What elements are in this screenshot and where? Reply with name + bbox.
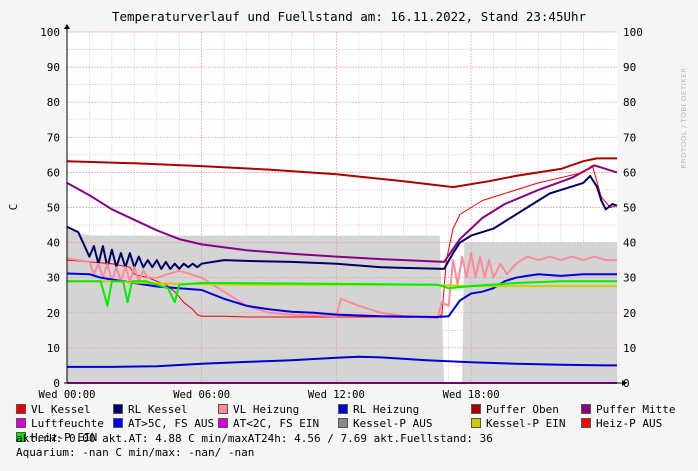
legend-swatch	[218, 418, 228, 428]
legend-swatch	[581, 404, 591, 414]
legend-label: Puffer Mitte	[596, 403, 676, 416]
y-tick-label-right: 100	[623, 26, 643, 39]
legend-item: Luftfeuchte	[16, 417, 104, 431]
y-axis-label: C	[7, 204, 20, 211]
y-tick-label-right: 10	[623, 342, 636, 355]
y-tick-label: 20	[47, 307, 60, 320]
legend-label: Kessel-P AUS	[353, 417, 433, 430]
x-tick-label: Wed 18:00	[443, 389, 500, 401]
y-tick-label-right: 0	[623, 377, 630, 390]
y-tick-label: 30	[47, 272, 60, 285]
area-layer	[67, 228, 617, 383]
legend-swatch	[218, 404, 228, 414]
legend-swatch	[581, 418, 591, 428]
legend-label: Kessel-P EIN	[486, 417, 566, 430]
legend-item: Kessel-P AUS	[338, 417, 432, 431]
legend-label: RL Kessel	[128, 403, 188, 416]
area-kessel-p-aus	[67, 228, 617, 383]
legend-swatch	[113, 404, 123, 414]
legend-label: RL Heizung	[353, 403, 420, 416]
series-puffer-mitte	[66, 164, 618, 263]
x-tick-label: Wed 12:00	[308, 389, 365, 401]
y-axis-arrow	[64, 24, 70, 29]
y-tick-label: 40	[47, 237, 60, 250]
legend-swatch	[16, 418, 26, 428]
watermark: RRDTOOL / TOBI OETIKER	[680, 67, 688, 168]
chart-title: Temperaturverlauf und Fuellstand am: 16.…	[112, 9, 587, 24]
legend-swatch	[471, 404, 481, 414]
legend-item: Heiz-P EIN	[16, 431, 97, 445]
y-tick-label: 100	[40, 26, 60, 39]
series-heiz-p-ein	[67, 280, 617, 307]
series-at	[67, 355, 617, 368]
legend-item: AT>5C, FS AUS	[113, 417, 214, 431]
tick-labels: 0 0 10 10 20 20 30 30 40 40 50 50 60 60 70 70 80 80 90 90 10…	[39, 26, 643, 401]
legend-item: RL Kessel	[113, 403, 188, 417]
legend-item: AT<2C, FS EIN	[218, 417, 319, 431]
y-tick-label: 10	[47, 342, 60, 355]
legend-label: Luftfeuchte	[31, 417, 104, 430]
legend-label: Puffer Oben	[486, 403, 559, 416]
stats-line-2: Aquarium: -nan C min/max: -nan/ -nan	[16, 446, 255, 459]
y-tick-label-right: 40	[623, 237, 636, 250]
y-tick-label: 80	[47, 96, 60, 109]
y-tick-label: 70	[47, 131, 60, 144]
y-tick-label: 0	[53, 377, 60, 390]
stats-line-1: akt.rH: 0.00 akt.AT: 4.88 C min/maxAT24h…	[16, 432, 493, 445]
y-tick-label-right: 70	[623, 131, 636, 144]
legend-swatch	[16, 404, 26, 414]
series-rl-kessel	[66, 174, 618, 270]
y-tick-label-right: 90	[623, 61, 636, 74]
y-tick-label-right: 30	[623, 272, 636, 285]
y-tick-label-right: 50	[623, 202, 636, 215]
legend-label: VL Heizung	[233, 403, 300, 416]
series-kessel-p-ein	[67, 280, 617, 288]
x-tick-label: Wed 00:00	[39, 389, 96, 401]
legend-item: VL Heizung	[218, 403, 299, 417]
legend-swatch	[471, 418, 481, 428]
legend-swatch	[113, 418, 123, 428]
legend-label: VL Kessel	[31, 403, 91, 416]
legend-label: Heiz-P EIN	[31, 431, 98, 444]
series-rl-heizung	[66, 272, 617, 318]
y-tick-label-right: 20	[623, 307, 636, 320]
y-tick-label-right: 60	[623, 166, 636, 179]
legend-swatch	[16, 432, 26, 442]
x-axis-arrow	[622, 380, 627, 386]
x-tick-label: Wed 06:00	[173, 389, 230, 401]
legend-item: VL Kessel	[16, 403, 91, 417]
legend-swatch	[338, 418, 348, 428]
legend-item: RL Heizung	[338, 403, 419, 417]
y-tick-label: 50	[47, 202, 60, 215]
y-tick-label: 90	[47, 61, 60, 74]
series-vl-heizung	[66, 252, 617, 320]
y-tick-label-right: 80	[623, 96, 636, 109]
legend-item: Kessel-P EIN	[471, 417, 565, 431]
y-tick-label: 60	[47, 166, 60, 179]
legend-item: Puffer Oben	[471, 403, 559, 417]
legend-label: AT>5C, FS AUS	[128, 417, 215, 430]
legend-label: Heiz-P AUS	[596, 417, 663, 430]
legend-label: AT<2C, FS EIN	[233, 417, 320, 430]
legend-item: Puffer Mitte	[581, 403, 675, 417]
legend-swatch	[338, 404, 348, 414]
series-puffer-oben	[66, 157, 617, 189]
axis-layer	[64, 24, 627, 386]
legend-item: Heiz-P AUS	[581, 417, 662, 431]
